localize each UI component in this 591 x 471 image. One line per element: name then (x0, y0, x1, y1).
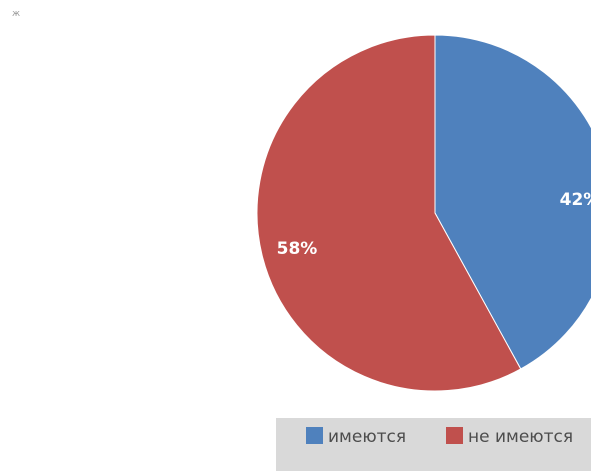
legend-background (276, 418, 591, 471)
pie-slices (256, 34, 591, 392)
legend-label-1: не имеются (468, 427, 573, 447)
corner-mark: ж (12, 9, 20, 19)
legend-swatch-0 (306, 427, 323, 444)
legend-swatch-1 (446, 427, 463, 444)
legend: имеются не имеются (276, 418, 591, 471)
legend-label-0: имеются (328, 427, 406, 447)
slice-label-0: 42% (560, 190, 591, 210)
pie-slice-1 (256, 34, 522, 392)
pie-slice-0 (434, 34, 591, 370)
slice-labels: 42% 58% (277, 190, 591, 259)
slice-label-1: 58% (277, 239, 318, 259)
